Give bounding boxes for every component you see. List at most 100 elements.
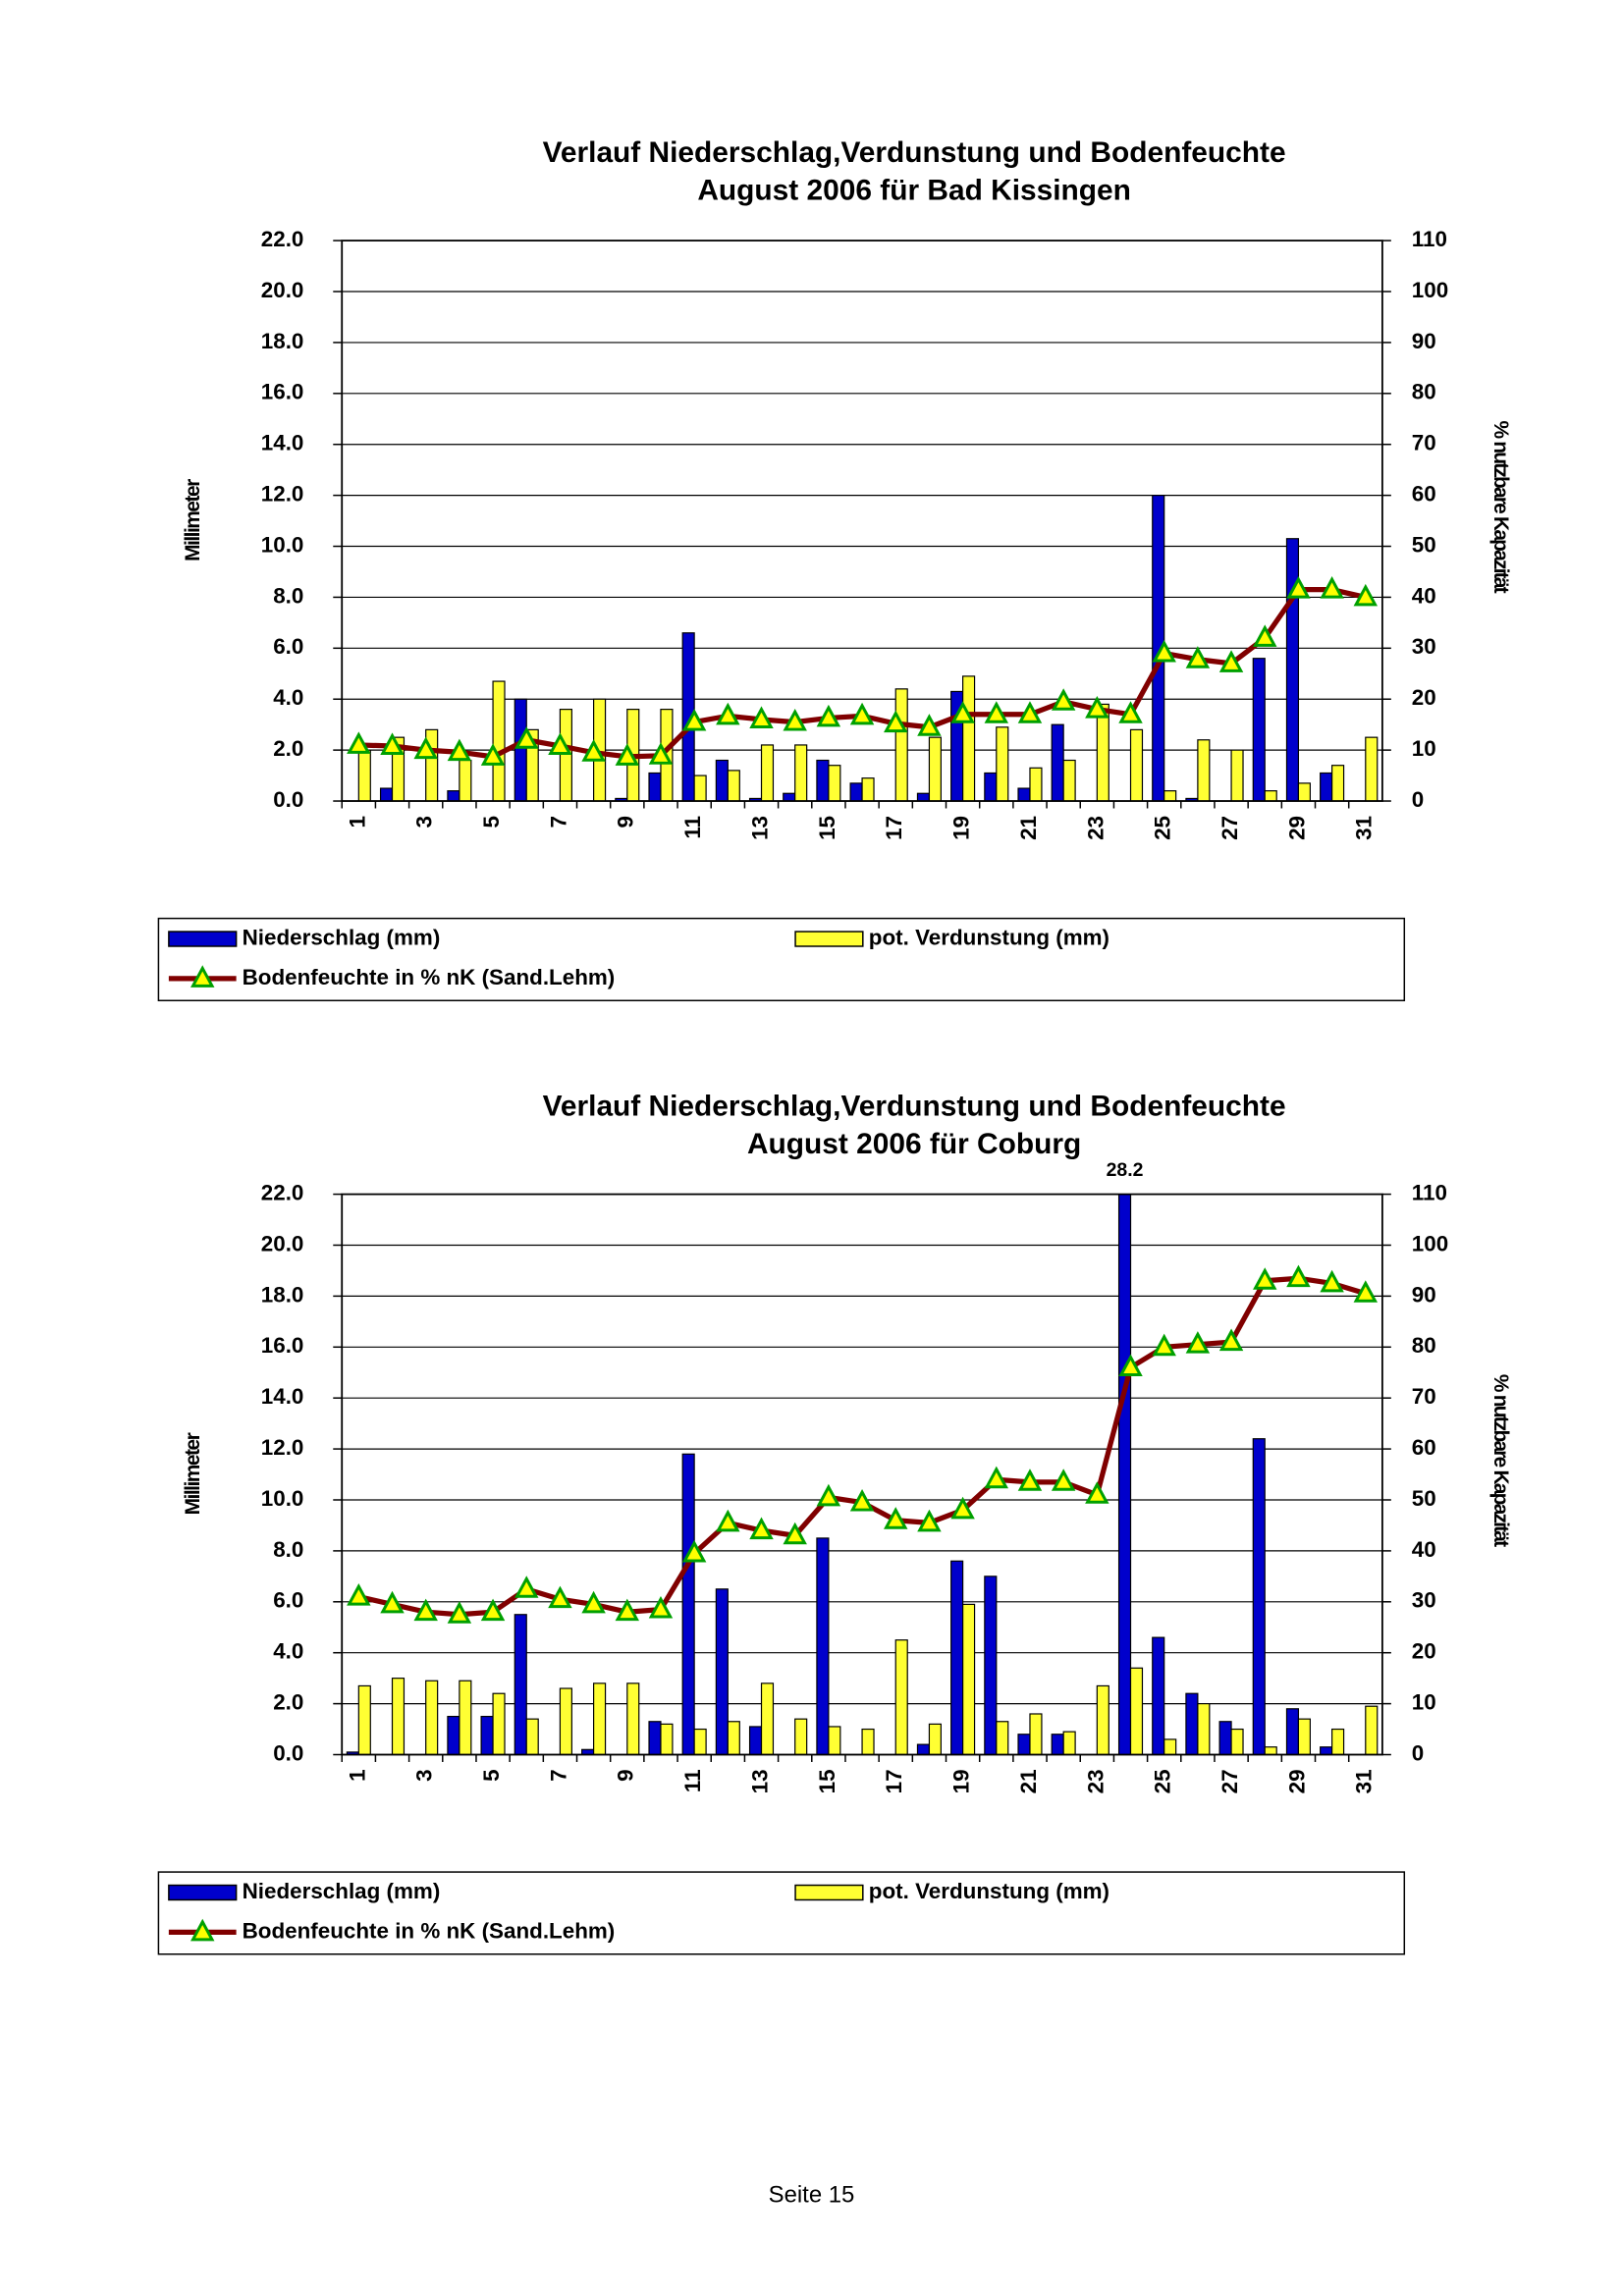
marker [849, 1488, 875, 1512]
x-tick-label: 5 [479, 1769, 504, 1781]
bar [828, 1726, 841, 1755]
bar [1365, 736, 1379, 802]
y-tick-label: 8.0 [273, 1537, 303, 1562]
bar [849, 782, 863, 802]
marker [1320, 1269, 1344, 1293]
y2-tick-label: 20 [1412, 685, 1436, 710]
bar [1297, 782, 1311, 802]
bar [1264, 790, 1277, 802]
bar [1320, 772, 1333, 802]
marker [548, 1585, 572, 1609]
marker [514, 726, 539, 749]
marker [1017, 701, 1043, 723]
legend-label: Niederschlag (mm) [243, 925, 441, 949]
bar [559, 1687, 572, 1755]
marker [1085, 696, 1109, 719]
bar [894, 688, 908, 802]
marker [849, 702, 875, 725]
bar [648, 1721, 662, 1755]
bar [1163, 790, 1177, 802]
y-tick-label: 6.0 [273, 1588, 303, 1613]
bar [1096, 1684, 1109, 1755]
bar [459, 759, 472, 802]
x-tick-label: 27 [1217, 816, 1242, 840]
y-tick-label: 0.0 [273, 787, 303, 812]
marker [716, 1509, 740, 1532]
marker [581, 739, 606, 762]
chart-title: Verlauf Niederschlag,Verdunstung und Bod… [543, 136, 1286, 169]
y2-tick-label: 100 [1412, 278, 1448, 302]
bar [1230, 1728, 1244, 1755]
x-tick-label: 1 [345, 816, 369, 828]
marker [1017, 1468, 1043, 1491]
marker [716, 702, 740, 725]
marker [984, 1466, 1009, 1489]
y-tick-label: 16.0 [261, 1333, 304, 1358]
y2-tick-label: 40 [1412, 1537, 1436, 1562]
x-tick-label: 29 [1284, 816, 1309, 840]
legend-marker [190, 1918, 215, 1942]
y2-tick-label: 80 [1412, 1333, 1436, 1358]
marker [816, 1483, 841, 1507]
x-tick-label: 11 [680, 1769, 705, 1792]
marker [917, 714, 942, 736]
bar [681, 1453, 695, 1755]
marker [347, 1583, 371, 1606]
marker [615, 1598, 640, 1622]
bar [894, 1639, 908, 1755]
y-axis-title: Millimeter [182, 1432, 204, 1515]
bar [1252, 658, 1266, 802]
marker [884, 1507, 908, 1529]
y-axis-title: Millimeter [182, 479, 204, 561]
bar [1285, 1708, 1300, 1755]
y-tick-label: 8.0 [273, 583, 303, 608]
legend-swatch [794, 1884, 864, 1901]
bar [514, 698, 527, 802]
bar [794, 1718, 808, 1755]
bar [715, 1588, 729, 1755]
x-tick-label: 9 [614, 816, 638, 828]
chart-title: Verlauf Niederschlag,Verdunstung und Bod… [543, 1090, 1286, 1122]
marker [884, 710, 908, 733]
y2-tick-label: 90 [1412, 1282, 1436, 1307]
x-tick-label: 13 [747, 816, 772, 840]
y-tick-label: 20.0 [261, 1231, 304, 1255]
legend-label: Niederschlag (mm) [243, 1879, 441, 1903]
bar [660, 1723, 674, 1755]
x-tick-label: 9 [614, 1769, 638, 1781]
y2-tick-label: 10 [1412, 736, 1436, 761]
legend-box [157, 917, 1406, 1002]
y2-tick-label: 60 [1412, 1435, 1436, 1460]
marker [1185, 1331, 1211, 1354]
legend-label: pot. Verdunstung (mm) [869, 925, 1109, 949]
marker [681, 1539, 707, 1563]
x-tick-label: 31 [1352, 816, 1377, 840]
x-tick-label: 23 [1083, 1769, 1108, 1793]
marker [816, 704, 841, 727]
bar [1365, 1705, 1379, 1755]
y2-tick-label: 70 [1412, 431, 1436, 455]
y-tick-label: 20.0 [261, 278, 304, 302]
marker [1118, 1354, 1143, 1377]
bar [783, 792, 796, 802]
bar [357, 749, 371, 802]
y-tick-label: 12.0 [261, 1435, 304, 1460]
bar [1117, 1194, 1132, 1755]
x-tick-label: 31 [1352, 1769, 1377, 1793]
marker [480, 743, 506, 766]
x-tick-label: 25 [1151, 1769, 1175, 1793]
bar [1163, 1738, 1177, 1755]
legend-label: Bodenfeuchte in % nK (Sand.Lehm) [243, 965, 616, 989]
x-tick-label: 27 [1217, 1769, 1242, 1793]
marker [783, 1522, 807, 1545]
legend-marker [190, 965, 215, 988]
marker [1353, 1280, 1379, 1303]
marker [347, 731, 371, 754]
bar [916, 1743, 931, 1755]
marker [950, 1496, 975, 1520]
y-tick-label: 10.0 [261, 1486, 304, 1511]
marker [480, 1598, 506, 1622]
bar [1129, 728, 1144, 802]
marker [615, 743, 640, 766]
bar [996, 1721, 1009, 1755]
